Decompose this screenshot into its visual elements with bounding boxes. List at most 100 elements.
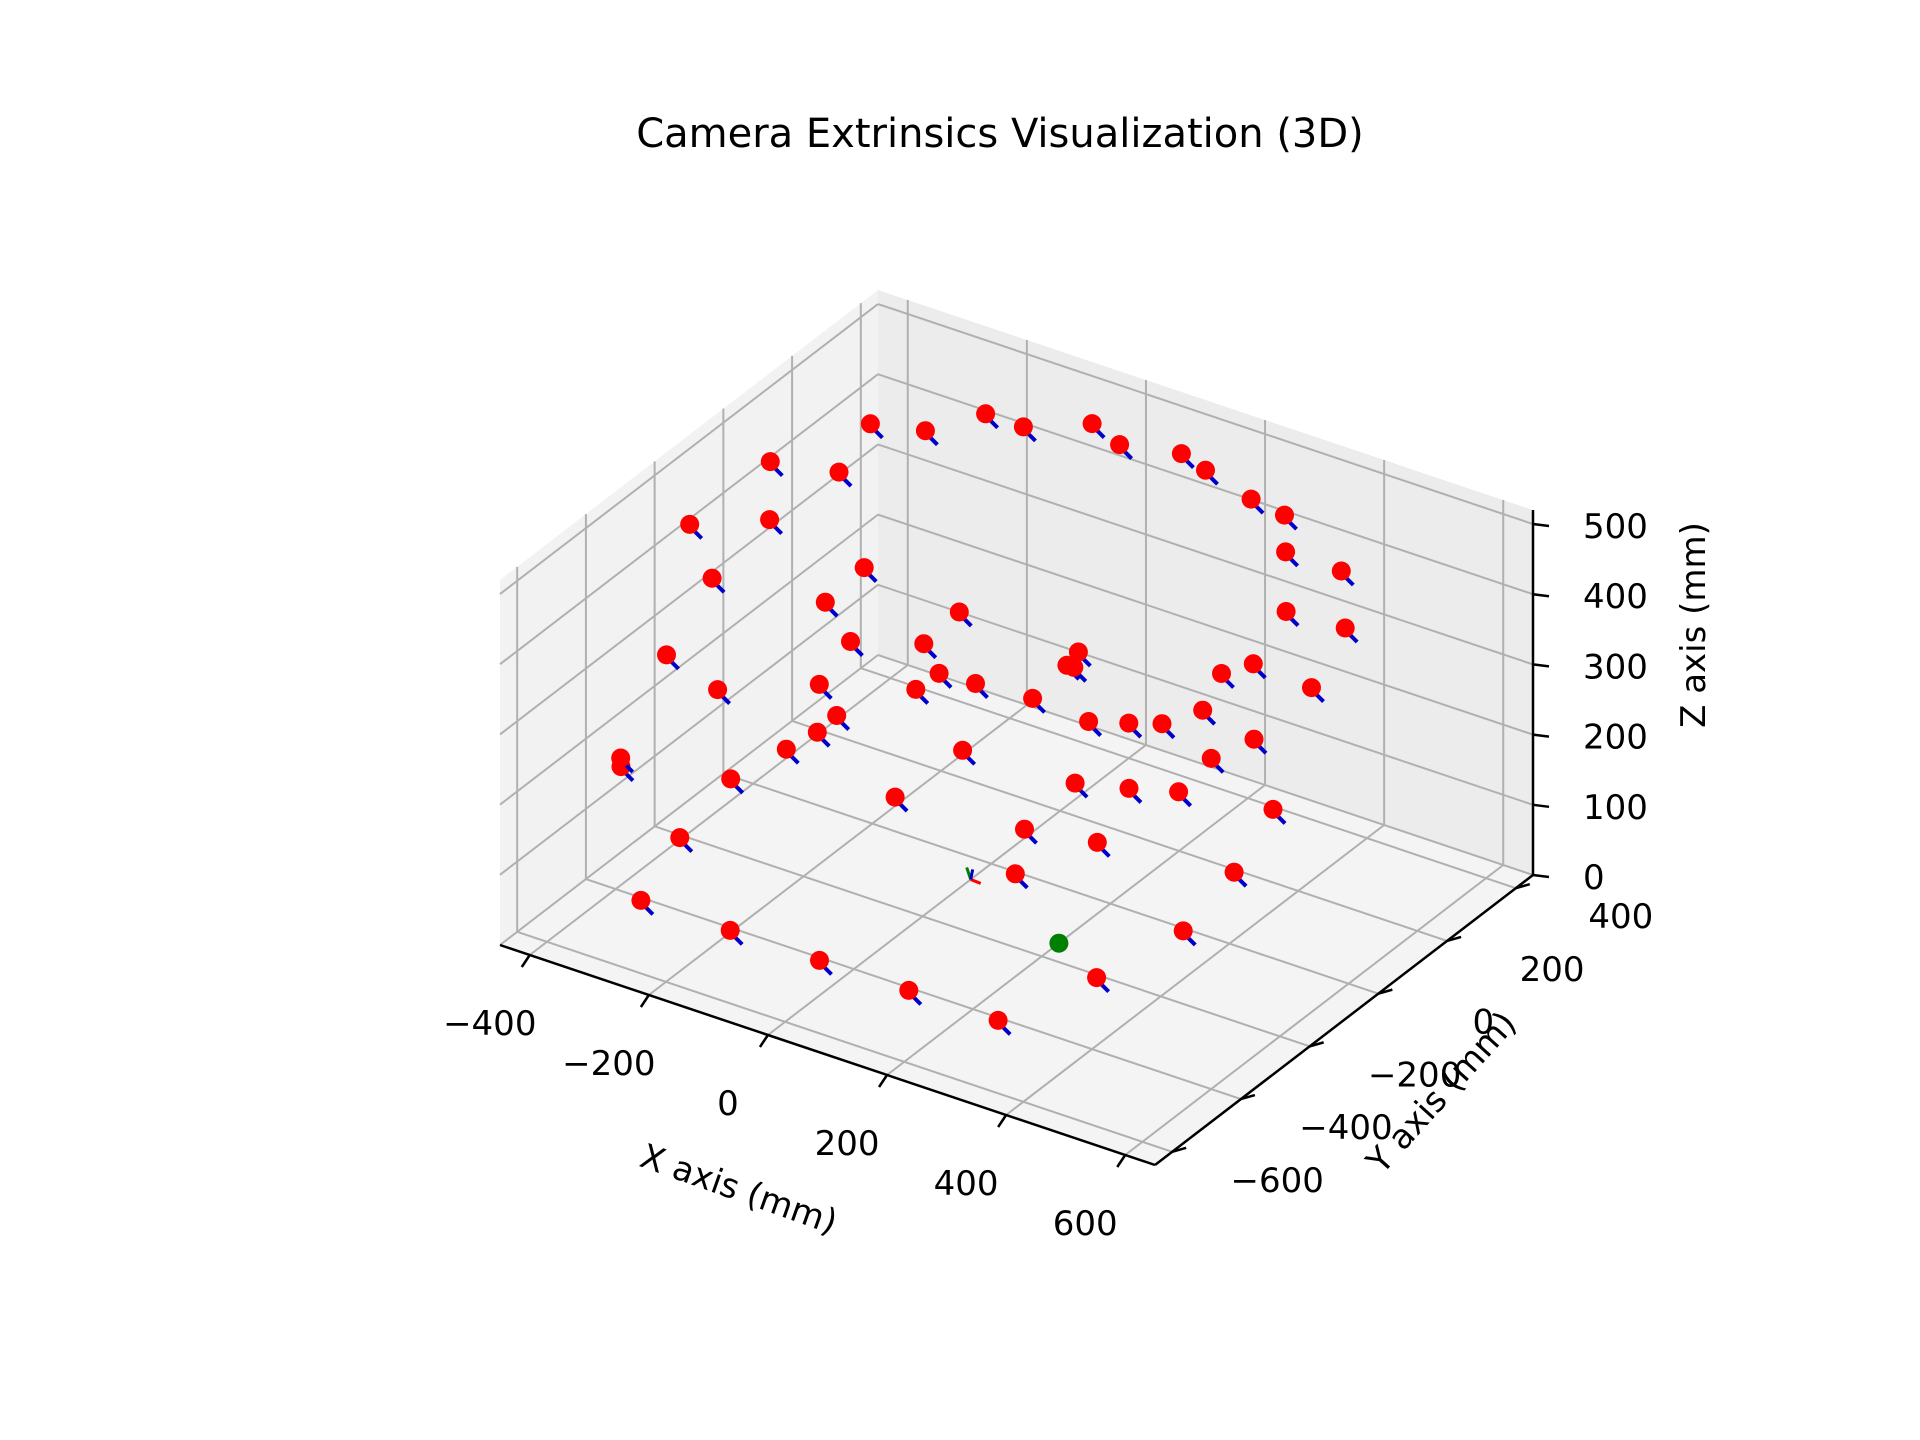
y-tick-mark bbox=[1515, 882, 1531, 890]
grid-line bbox=[499, 303, 879, 595]
camera-point bbox=[1064, 657, 1084, 677]
camera-point bbox=[1243, 654, 1263, 674]
x-tick-mark bbox=[997, 1114, 1008, 1128]
grid-line bbox=[499, 584, 879, 876]
x-tick-label: −200 bbox=[562, 1044, 655, 1084]
camera-point bbox=[1152, 714, 1172, 734]
y-tick-label: 400 bbox=[1588, 897, 1653, 937]
z-tick-mark bbox=[1532, 733, 1550, 738]
camera-point bbox=[1023, 688, 1043, 708]
camera-point bbox=[1013, 417, 1033, 437]
z-axis-label: Z axis (mm) bbox=[1674, 522, 1714, 728]
camera-point bbox=[631, 890, 651, 910]
chart-title: Camera Extrinsics Visualization (3D) bbox=[636, 111, 1364, 157]
z-tick-mark bbox=[1532, 873, 1550, 879]
camera-point bbox=[680, 514, 700, 534]
camera-point bbox=[1005, 864, 1025, 884]
y-tick-mark bbox=[1309, 1041, 1324, 1048]
camera-point bbox=[1110, 435, 1130, 455]
camera-point bbox=[1169, 782, 1189, 802]
y-axis-line bbox=[1154, 874, 1534, 1166]
z-tick-mark bbox=[1532, 522, 1550, 528]
z-tick-label: 0 bbox=[1583, 858, 1605, 898]
camera-point bbox=[966, 674, 985, 693]
grid-line bbox=[877, 443, 1534, 666]
y-tick-label: −200 bbox=[1368, 1055, 1461, 1095]
x-tick-mark bbox=[639, 994, 650, 1008]
grid-line bbox=[1005, 824, 1385, 1116]
camera-point bbox=[1241, 489, 1261, 509]
camera-point bbox=[988, 1010, 1008, 1030]
axis-lines bbox=[499, 510, 1550, 1168]
camera-point bbox=[827, 706, 847, 725]
camera-point bbox=[1331, 561, 1351, 581]
camera-point bbox=[914, 634, 934, 654]
grid-line bbox=[1124, 864, 1504, 1156]
camera-point bbox=[721, 769, 741, 789]
data-points bbox=[611, 404, 1359, 1036]
camera-point bbox=[854, 558, 874, 578]
camera-point bbox=[776, 739, 796, 759]
camera-point bbox=[702, 568, 722, 588]
camera-point bbox=[760, 510, 780, 530]
x-tick-label: 200 bbox=[815, 1124, 880, 1164]
x-axis-label: X axis (mm) bbox=[635, 1136, 842, 1242]
y-tick-mark bbox=[1378, 988, 1393, 995]
y-tick-mark bbox=[1446, 935, 1462, 943]
grid-line bbox=[499, 513, 879, 806]
camera-point bbox=[1224, 862, 1244, 882]
x-axis-line bbox=[499, 943, 1156, 1167]
camera-point bbox=[860, 414, 880, 434]
camera-point bbox=[915, 421, 935, 441]
origin-point bbox=[1049, 933, 1069, 953]
camera-point bbox=[1119, 778, 1139, 798]
pane-floor bbox=[500, 655, 1533, 1165]
y-tick-mark bbox=[1240, 1093, 1256, 1101]
camera-point bbox=[1015, 819, 1034, 839]
z-tick-label: 200 bbox=[1583, 718, 1648, 758]
camera-point bbox=[929, 663, 949, 683]
y-tick-mark bbox=[1171, 1146, 1187, 1154]
camera-point bbox=[906, 679, 926, 699]
camera-point bbox=[1212, 664, 1231, 683]
origin-axis-z bbox=[969, 869, 975, 880]
camera-point bbox=[670, 828, 690, 848]
camera-point bbox=[657, 645, 676, 665]
camera-point bbox=[1173, 921, 1193, 941]
grid-line bbox=[723, 772, 1379, 995]
grid-line bbox=[499, 654, 879, 946]
camera-point bbox=[841, 632, 860, 651]
grid-line bbox=[877, 303, 1534, 525]
camera-point bbox=[1263, 799, 1283, 819]
camera-point bbox=[1276, 602, 1296, 621]
camera-point bbox=[708, 680, 728, 700]
camera-point bbox=[760, 452, 780, 472]
camera-point bbox=[1275, 505, 1294, 525]
y-tick-label: 200 bbox=[1520, 950, 1585, 990]
grid-line bbox=[877, 583, 1534, 806]
grid-line bbox=[516, 930, 1173, 1153]
camera-point bbox=[1335, 618, 1355, 638]
camera-point bbox=[1119, 713, 1139, 733]
y-tick-label: 0 bbox=[1473, 1003, 1495, 1043]
camera-point bbox=[1087, 968, 1107, 988]
x-tick-label: −400 bbox=[443, 1004, 536, 1044]
camera-point bbox=[953, 740, 973, 760]
x-tick-mark bbox=[1116, 1154, 1127, 1168]
grid-line bbox=[654, 825, 1310, 1048]
camera-point bbox=[1068, 642, 1088, 662]
pane-back bbox=[878, 290, 1533, 875]
z-tick-label: 100 bbox=[1583, 788, 1648, 828]
y-tick-label: −400 bbox=[1299, 1108, 1392, 1148]
camera-point bbox=[1082, 414, 1102, 434]
grid-line bbox=[499, 443, 879, 736]
pane-left bbox=[500, 290, 878, 945]
grid-line bbox=[791, 719, 1448, 942]
camera-point bbox=[807, 722, 827, 742]
camera-point bbox=[899, 980, 919, 1000]
origin-axis-x bbox=[970, 878, 982, 885]
z-tick-mark bbox=[1532, 663, 1550, 668]
camera-point bbox=[1201, 748, 1221, 768]
z-tick-label: 500 bbox=[1583, 507, 1648, 547]
